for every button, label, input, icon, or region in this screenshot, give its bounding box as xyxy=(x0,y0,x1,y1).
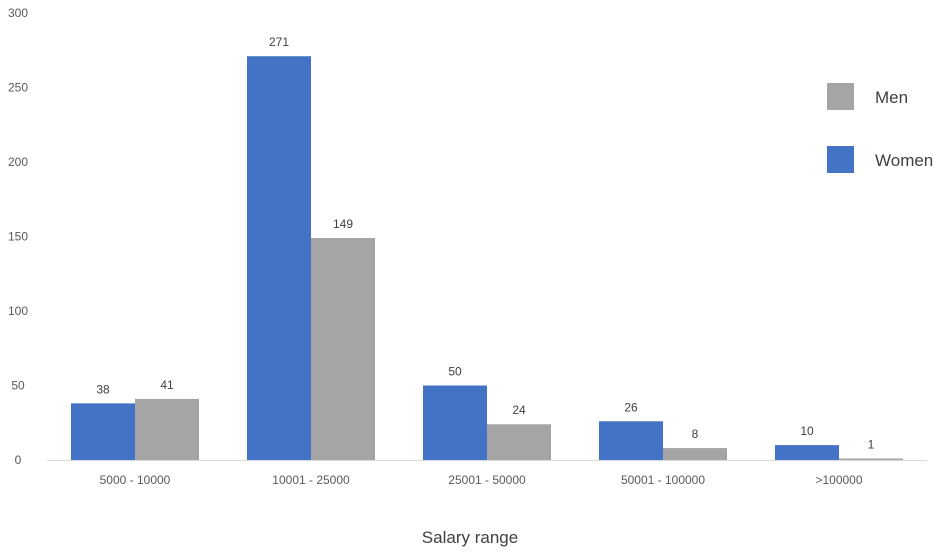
bar-women xyxy=(247,56,311,461)
legend-label-men: Men xyxy=(875,88,908,107)
data-label: 1 xyxy=(868,438,875,452)
data-label: 50 xyxy=(448,365,462,379)
bar-men xyxy=(135,398,199,460)
y-tick-label: 250 xyxy=(8,81,28,95)
legend: Men Women xyxy=(827,83,933,173)
legend-label-women: Women xyxy=(875,151,933,170)
bar-women xyxy=(423,385,487,460)
y-tick-label: 0 xyxy=(15,453,22,467)
bar-women xyxy=(599,421,663,460)
x-axis: 5000 - 10000 10001 - 25000 25001 - 50000 50… xyxy=(100,473,863,487)
bars xyxy=(71,56,903,461)
x-tick-label: 50001 - 100000 xyxy=(621,473,705,487)
legend-swatch-women xyxy=(827,146,854,173)
y-tick-label: 300 xyxy=(8,6,28,20)
bar-women xyxy=(71,403,135,460)
bar-men xyxy=(311,237,375,460)
data-label: 41 xyxy=(160,378,174,392)
data-label: 26 xyxy=(624,400,638,414)
data-label: 38 xyxy=(96,382,110,396)
x-tick-label: 5000 - 10000 xyxy=(100,473,171,487)
y-tick-label: 50 xyxy=(11,379,25,393)
bar-women xyxy=(775,445,839,460)
x-tick-label: 10001 - 25000 xyxy=(272,473,350,487)
data-labels: 38 41 271 149 50 24 26 8 10 1 xyxy=(96,35,874,451)
y-tick-label: 100 xyxy=(8,304,28,318)
y-tick-label: 150 xyxy=(8,230,28,244)
x-axis-title: Salary range xyxy=(422,528,518,547)
x-tick-label: 25001 - 50000 xyxy=(448,473,526,487)
data-label: 8 xyxy=(692,427,699,441)
y-tick-label: 200 xyxy=(8,155,28,169)
data-label: 10 xyxy=(800,424,814,438)
y-axis: 0 50 100 150 200 250 300 xyxy=(8,6,28,467)
x-tick-label: >100000 xyxy=(815,473,862,487)
data-label: 149 xyxy=(333,217,353,231)
data-label: 271 xyxy=(269,35,289,49)
bar-men xyxy=(839,458,903,460)
legend-swatch-men xyxy=(827,83,854,110)
bar-men xyxy=(663,448,727,460)
data-label: 24 xyxy=(512,403,526,417)
bar-men xyxy=(487,424,551,460)
